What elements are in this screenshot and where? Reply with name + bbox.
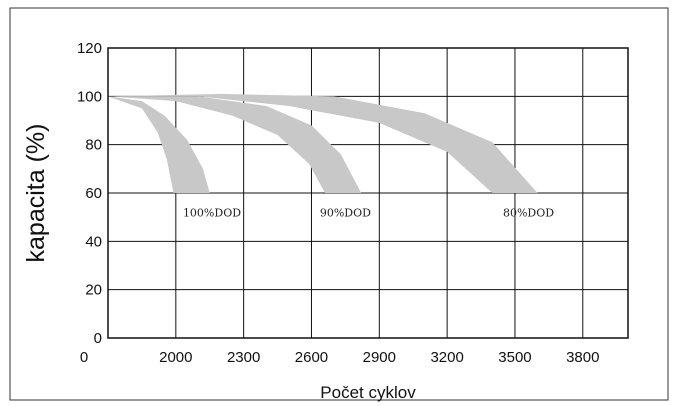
x-axis-label: Počet cyklov	[320, 383, 416, 402]
y-tick-label: 0	[94, 330, 102, 347]
y-tick-label: 60	[85, 185, 102, 202]
y-tick-label: 120	[77, 40, 102, 57]
y-tick-label: 100	[77, 88, 102, 105]
band-80-dod	[108, 93, 538, 193]
band-100-dod	[108, 96, 210, 193]
series-annotation: 80%DOD	[503, 206, 554, 219]
y-tick-label: 40	[85, 233, 102, 250]
y-tick-label: 80	[85, 137, 102, 154]
annotations: 100%DOD 90%DOD 80%DOD	[183, 206, 554, 219]
x-tick-label: 2000	[159, 349, 192, 366]
x-tick-label: 3500	[498, 349, 531, 366]
band-90-dod	[108, 96, 362, 193]
x-origin-label: 0	[80, 349, 88, 366]
x-tick-label: 3200	[430, 349, 463, 366]
capacity-bands	[108, 93, 538, 193]
x-tick-label: 3800	[566, 349, 599, 366]
x-tick-label: 2300	[227, 349, 260, 366]
y-tick-label: 20	[85, 282, 102, 299]
tick-labels: 0 20 40 60 80 100 120 2000 2300 2600 2900 3200 3500 3…	[77, 40, 600, 366]
x-tick-label: 2600	[295, 349, 328, 366]
x-tick-label: 2900	[363, 349, 396, 366]
chart-frame	[9, 7, 669, 401]
y-axis-label: kapacita (%)	[22, 124, 50, 263]
series-annotation: 90%DOD	[320, 206, 371, 219]
series-annotation: 100%DOD	[183, 206, 241, 219]
plot-border	[107, 47, 629, 339]
